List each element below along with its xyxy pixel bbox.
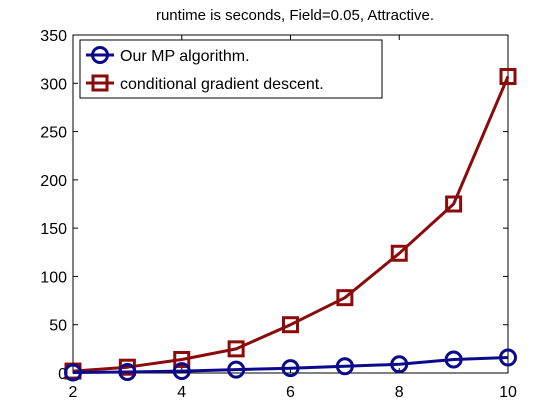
data-point <box>227 340 245 358</box>
x-tick-label: 2 <box>69 384 78 401</box>
series-layer <box>64 68 517 382</box>
legend: Our MP algorithm. conditional gradient d… <box>79 39 383 99</box>
data-point <box>64 363 82 382</box>
chart-title: runtime is seconds, Field=0.05, Attracti… <box>156 7 434 24</box>
y-tick-label: 300 <box>40 76 67 93</box>
data-point <box>390 244 408 262</box>
data-point <box>444 350 463 369</box>
x-tick-label: 10 <box>499 384 517 401</box>
legend-box <box>79 39 383 99</box>
data-point <box>499 348 517 367</box>
y-tick-label: 200 <box>40 173 67 190</box>
series-0 <box>64 348 517 382</box>
data-point <box>335 357 354 376</box>
legend-label-cgd: conditional gradient descent. <box>120 76 324 93</box>
y-tick-label: 250 <box>40 125 67 142</box>
y-tick-label: 150 <box>40 221 67 238</box>
legend-marker-cgd <box>91 74 109 92</box>
data-point <box>172 362 191 381</box>
y-tick-label: 100 <box>40 269 67 286</box>
x-tick-label: 6 <box>286 384 295 401</box>
data-point <box>336 289 354 307</box>
x-tick-label: 4 <box>177 384 186 401</box>
series-line <box>72 75 510 373</box>
data-point <box>227 360 246 379</box>
y-tick-label: 0 <box>58 366 67 383</box>
data-point <box>445 195 463 213</box>
series-line <box>72 356 509 374</box>
x-tick-label: 8 <box>395 384 404 401</box>
data-point <box>118 363 137 382</box>
y-tick-label: 350 <box>40 28 67 45</box>
data-point <box>173 350 191 368</box>
y-tick-label: 50 <box>49 318 67 335</box>
data-point <box>499 68 517 86</box>
data-point <box>282 316 299 334</box>
legend-marker-mp <box>91 46 109 64</box>
data-point <box>390 355 409 374</box>
data-point <box>281 359 300 378</box>
legend-label-mp: Our MP algorithm. <box>120 48 250 65</box>
